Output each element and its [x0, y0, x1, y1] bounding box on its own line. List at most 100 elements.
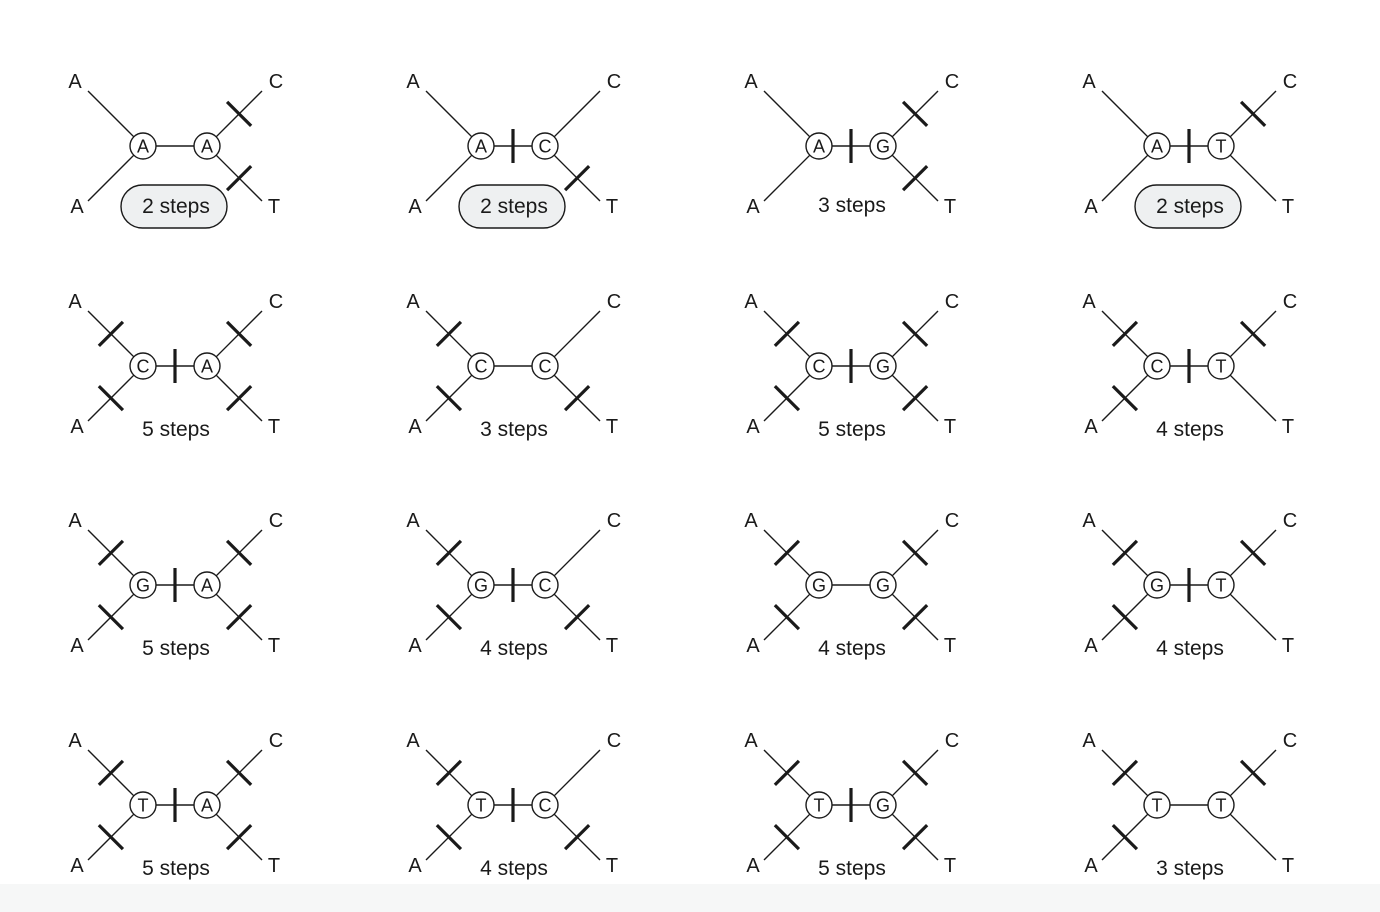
- left-node-circle: [467, 352, 495, 380]
- tip-label-lower-right: T: [268, 196, 280, 218]
- change-tick-lr: [563, 384, 591, 412]
- change-tick-ll: [773, 603, 801, 631]
- steps-label: 5 steps: [142, 637, 210, 660]
- left-node-circle: [467, 132, 495, 160]
- right-node-circle: [869, 352, 897, 380]
- branch-ll: [1101, 154, 1149, 202]
- tip-label-upper-right: C: [269, 71, 283, 93]
- tip-label-lower-left: A: [408, 635, 422, 657]
- left-node-circle: [129, 132, 157, 160]
- tip-label-upper-left: A: [744, 510, 758, 532]
- right-node-circle: [869, 571, 897, 599]
- change-tick-lr: [563, 603, 591, 631]
- tip-label-upper-left: A: [744, 730, 758, 752]
- tip-label-lower-right: T: [268, 855, 280, 877]
- branch-ul: [763, 90, 811, 138]
- steps-label: 5 steps: [818, 857, 886, 880]
- change-tick-lr: [225, 603, 253, 631]
- branch-ll: [425, 154, 473, 202]
- min-steps-highlight: [458, 184, 566, 229]
- left-node-label: G: [812, 576, 826, 596]
- left-node-label: G: [136, 576, 150, 596]
- change-tick-ul: [435, 320, 463, 348]
- change-tick-ur: [225, 539, 253, 567]
- tip-label-upper-right: C: [269, 291, 283, 313]
- tip-label-upper-right: C: [945, 730, 959, 752]
- bottom-band: [0, 884, 1380, 912]
- right-node-label: A: [201, 796, 213, 816]
- right-node-label: A: [201, 357, 213, 377]
- tip-label-lower-left: A: [1084, 416, 1098, 438]
- change-tick-ll: [97, 823, 125, 851]
- right-node-label: T: [1216, 796, 1227, 816]
- steps-label: 5 steps: [142, 418, 210, 441]
- tip-label-lower-left: A: [746, 855, 760, 877]
- branch-ur: [553, 310, 601, 358]
- left-node-label: T: [138, 796, 149, 816]
- tree-1: A A A A C T 2 steps: [68, 71, 283, 229]
- right-node-circle: [531, 132, 559, 160]
- steps-label: 2 steps: [1156, 195, 1224, 218]
- right-node-label: A: [201, 137, 213, 157]
- steps-label: 2 steps: [142, 195, 210, 218]
- tree-6: C C A A C T 3 steps: [406, 291, 621, 441]
- tree-2: A C A A C T 2 steps: [406, 71, 621, 229]
- change-tick-lr: [225, 384, 253, 412]
- change-tick-ul: [1111, 320, 1139, 348]
- left-node-circle: [1143, 352, 1171, 380]
- change-tick-ll: [435, 823, 463, 851]
- tip-label-lower-left: A: [70, 635, 84, 657]
- change-tick-ul: [1111, 759, 1139, 787]
- steps-label: 4 steps: [480, 637, 548, 660]
- branch-ul: [1101, 90, 1149, 138]
- left-node-circle: [467, 571, 495, 599]
- right-node-label: G: [876, 576, 890, 596]
- left-node-circle: [1143, 571, 1171, 599]
- tree-11: G G A A C T 4 steps: [744, 510, 959, 660]
- steps-label: 4 steps: [480, 857, 548, 880]
- tip-label-lower-left: A: [746, 635, 760, 657]
- tip-label-upper-left: A: [1082, 510, 1096, 532]
- change-tick-ul: [1111, 539, 1139, 567]
- right-node-label: C: [539, 137, 552, 157]
- right-node-label: A: [201, 576, 213, 596]
- tip-label-upper-left: A: [68, 730, 82, 752]
- change-tick-ur: [225, 759, 253, 787]
- left-node-label: C: [1151, 357, 1164, 377]
- right-node-circle: [1207, 791, 1235, 819]
- min-steps-highlight: [1134, 184, 1242, 229]
- right-node-label: C: [539, 796, 552, 816]
- tip-label-upper-left: A: [744, 291, 758, 313]
- steps-label: 3 steps: [818, 194, 886, 217]
- tip-label-upper-left: A: [406, 730, 420, 752]
- tree-9: G A A A C T 5 steps: [68, 510, 283, 660]
- tip-label-lower-right: T: [606, 416, 618, 438]
- branch-lr: [1229, 813, 1277, 861]
- tree-15: T G A A C T 5 steps: [744, 730, 959, 880]
- tip-label-lower-left: A: [70, 855, 84, 877]
- change-tick-lr: [901, 384, 929, 412]
- right-node-label: G: [876, 137, 890, 157]
- right-node-label: G: [876, 357, 890, 377]
- change-tick-ll: [435, 603, 463, 631]
- tip-label-lower-right: T: [268, 416, 280, 438]
- left-node-label: C: [475, 357, 488, 377]
- left-node-circle: [805, 791, 833, 819]
- right-node-circle: [193, 132, 221, 160]
- change-tick-lr: [901, 603, 929, 631]
- right-node-label: G: [876, 796, 890, 816]
- change-tick-lr: [225, 164, 253, 192]
- min-steps-highlight: [120, 184, 228, 229]
- tip-label-lower-right: T: [944, 416, 956, 438]
- tip-label-upper-left: A: [406, 291, 420, 313]
- left-node-circle: [1143, 132, 1171, 160]
- steps-label: 4 steps: [1156, 637, 1224, 660]
- left-node-label: C: [137, 357, 150, 377]
- left-node-circle: [805, 352, 833, 380]
- tree-14: T C A A C T 4 steps: [406, 730, 621, 880]
- tip-label-lower-left: A: [1084, 635, 1098, 657]
- left-node-circle: [467, 791, 495, 819]
- left-node-circle: [129, 791, 157, 819]
- tree-4: A T A A C T 2 steps: [1082, 71, 1297, 229]
- steps-label: 4 steps: [818, 637, 886, 660]
